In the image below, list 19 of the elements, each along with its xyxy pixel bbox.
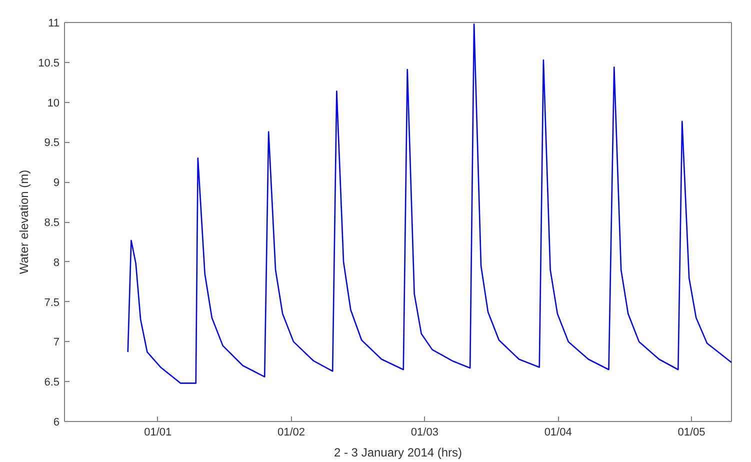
- y-tick-label: 7: [53, 336, 60, 349]
- y-tick-label: 11: [48, 18, 60, 30]
- y-tick-label: 10.5: [38, 57, 60, 70]
- y-tick-label: 9: [53, 177, 60, 190]
- y-tick-label: 6: [53, 416, 60, 428]
- y-tick-label: 9.5: [44, 137, 60, 150]
- x-axis-title: 2 - 3 January 2014 (hrs): [334, 446, 462, 460]
- x-tick-label: 01/03: [410, 426, 438, 438]
- y-tick-label: 8.5: [44, 217, 60, 229]
- x-tick-label: 01/02: [278, 426, 306, 438]
- x-tick-label: 01/05: [678, 426, 706, 438]
- y-tick-label: 10: [47, 97, 60, 110]
- y-tick-label: 6.5: [44, 376, 60, 389]
- y-tick-label: 7.5: [44, 296, 60, 309]
- x-tick-label: 01/01: [144, 426, 172, 438]
- line-series: [127, 23, 732, 384]
- y-axis-title: Water elevation (m): [17, 170, 32, 274]
- y-tick-label: 8: [53, 256, 60, 269]
- x-tick-label: 01/04: [544, 426, 572, 438]
